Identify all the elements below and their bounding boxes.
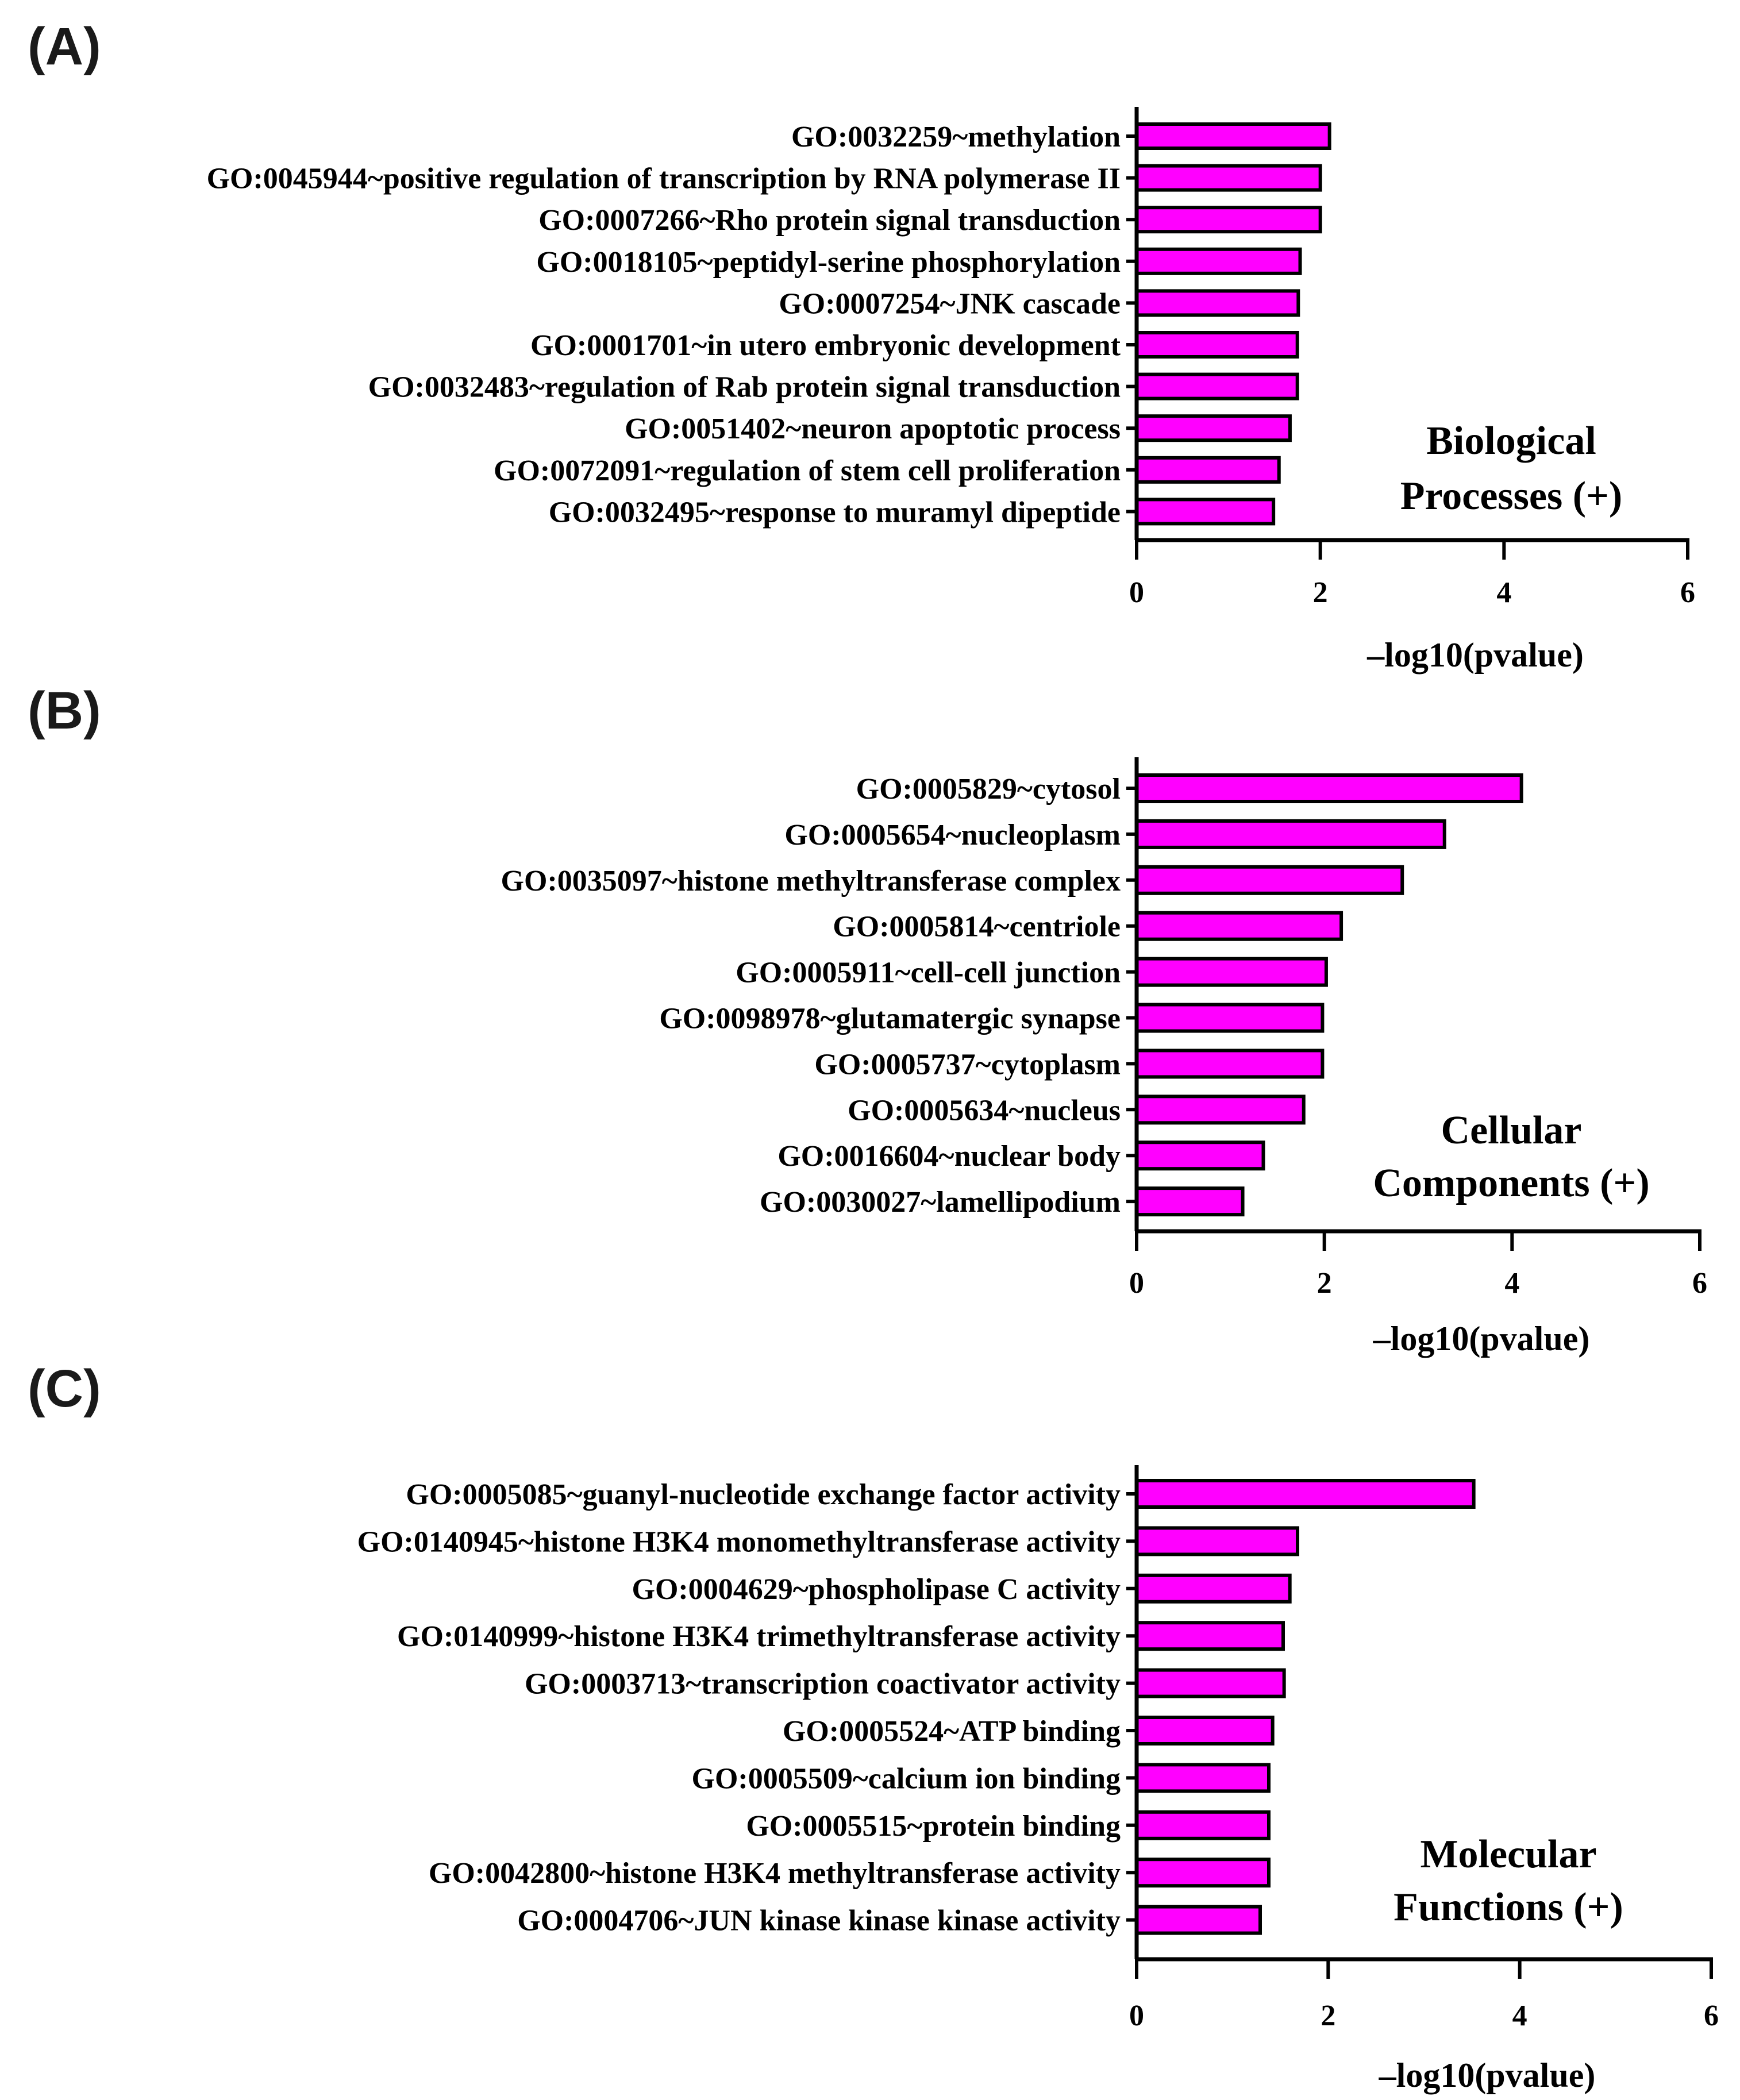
category-label: GO:0098978~glutamatergic synapse	[659, 1003, 1121, 1035]
bar	[1135, 498, 1276, 526]
category-label: GO:0007254~JNK cascade	[779, 287, 1121, 320]
x-axis-title: –log10(pvalue)	[1379, 2056, 1596, 2094]
bar	[1135, 1858, 1271, 1888]
category-label: GO:0005085~guanyl-nucleotide exchange fa…	[406, 1478, 1121, 1511]
category-label: GO:0005911~cell-cell junction	[736, 957, 1121, 989]
category-label: GO:0072091~regulation of stem cell proli…	[494, 454, 1121, 487]
x-axis-title: –log10(pvalue)	[1373, 1320, 1590, 1358]
x-tick-label: 0	[1129, 576, 1144, 609]
bar	[1135, 1186, 1245, 1217]
panel-label: (A)	[28, 17, 101, 76]
category-label: GO:0005654~nucleoplasm	[784, 819, 1121, 851]
category-label: GO:0030027~lamellipodium	[760, 1186, 1121, 1219]
x-tick-label: 2	[1313, 576, 1328, 609]
bar	[1135, 1573, 1292, 1604]
bar	[1135, 957, 1328, 987]
annotation-line: Functions (+)	[1393, 1885, 1623, 1929]
annotation-line: Components (+)	[1373, 1161, 1649, 1205]
category-label: GO:0005509~calcium ion binding	[692, 1762, 1121, 1795]
category-label: GO:0018105~peptidyl-serine phosphorylati…	[536, 246, 1121, 279]
x-tick-label: 6	[1704, 1999, 1719, 2032]
category-label: GO:0035097~histone methyltransferase com…	[501, 865, 1121, 897]
category-label: GO:0032483~regulation of Rab protein sig…	[368, 371, 1121, 404]
bar	[1135, 1763, 1271, 1793]
panel-label: (B)	[28, 681, 101, 740]
bar	[1135, 773, 1523, 803]
x-tick-label: 4	[1504, 1267, 1519, 1300]
bar	[1135, 1810, 1271, 1840]
category-label: GO:0001701~in utero embryonic developmen…	[530, 329, 1121, 362]
bar	[1135, 122, 1331, 150]
bar	[1135, 911, 1344, 941]
category-label: GO:0051402~neuron apoptotic process	[625, 413, 1121, 445]
bar	[1135, 1905, 1262, 1935]
bar	[1135, 1668, 1286, 1698]
bar	[1135, 1003, 1325, 1033]
category-label: GO:0016604~nuclear body	[777, 1140, 1121, 1173]
bar	[1135, 1049, 1325, 1079]
category-label: GO:0005737~cytoplasm	[814, 1048, 1121, 1081]
bar	[1135, 1479, 1476, 1509]
annotation-line: Biological	[1426, 419, 1596, 463]
x-tick-label: 4	[1512, 1999, 1527, 2032]
x-axis-title: –log10(pvalue)	[1366, 636, 1584, 674]
bar	[1135, 164, 1322, 192]
category-label: GO:0032259~methylation	[791, 121, 1121, 153]
annotation-line: Cellular	[1441, 1108, 1582, 1153]
category-label: GO:0005814~centriole	[833, 911, 1121, 943]
category-label: GO:0032495~response to muramyl dipeptide	[549, 496, 1121, 529]
category-label: GO:0007266~Rho protein signal transducti…	[538, 204, 1121, 237]
category-label: GO:0042800~histone H3K4 methyltransferas…	[429, 1857, 1121, 1890]
annotation-line: Processes (+)	[1400, 474, 1623, 518]
bar	[1135, 1716, 1275, 1745]
category-label: GO:0003713~transcription coactivator act…	[525, 1668, 1121, 1701]
x-tick-label: 2	[1317, 1267, 1332, 1300]
bar	[1135, 331, 1299, 359]
bar	[1135, 289, 1300, 317]
category-label: GO:0140945~histone H3K4 monomethyltransf…	[357, 1525, 1121, 1558]
category-label: GO:0004629~phospholipase C activity	[632, 1573, 1121, 1606]
category-label: GO:0005515~protein binding	[746, 1810, 1121, 1843]
x-tick-label: 2	[1321, 1999, 1335, 2032]
chart-panel-2: (B) GO:0005829~cytosol GO:0005654~nucleopl…	[28, 681, 1707, 1358]
bar	[1135, 206, 1322, 234]
bar	[1135, 865, 1404, 895]
bar	[1135, 456, 1281, 484]
annotation-line: Molecular	[1420, 1832, 1596, 1876]
x-tick-label: 4	[1496, 576, 1511, 609]
bar	[1135, 1140, 1265, 1171]
category-label: GO:0005634~nucleus	[848, 1094, 1121, 1127]
chart-panel-1: (A) GO:0032259~methylation GO:0045944~posi…	[28, 17, 1695, 674]
category-label: GO:0005829~cytosol	[856, 773, 1121, 806]
category-label: GO:0005524~ATP binding	[783, 1715, 1121, 1748]
category-label: GO:0140999~histone H3K4 trimethyltransfe…	[397, 1620, 1121, 1653]
x-tick-label: 0	[1129, 1267, 1144, 1300]
category-label: GO:0045944~positive regulation of transc…	[207, 163, 1121, 195]
category-label: GO:0004706~JUN kinase kinase kinase acti…	[517, 1905, 1121, 1937]
chart-panel-3: (C) GO:0005085~guanyl-nucleotide exchange…	[28, 1359, 1719, 2094]
bar	[1135, 1095, 1306, 1125]
bar	[1135, 372, 1299, 400]
bar	[1135, 1526, 1299, 1556]
x-tick-label: 6	[1680, 576, 1695, 609]
bar	[1135, 414, 1292, 442]
x-tick-label: 6	[1692, 1267, 1707, 1300]
bar	[1135, 819, 1446, 849]
x-tick-label: 0	[1129, 1999, 1144, 2032]
bar	[1135, 247, 1302, 275]
bar	[1135, 1621, 1285, 1651]
panel-label: (C)	[28, 1359, 101, 1418]
